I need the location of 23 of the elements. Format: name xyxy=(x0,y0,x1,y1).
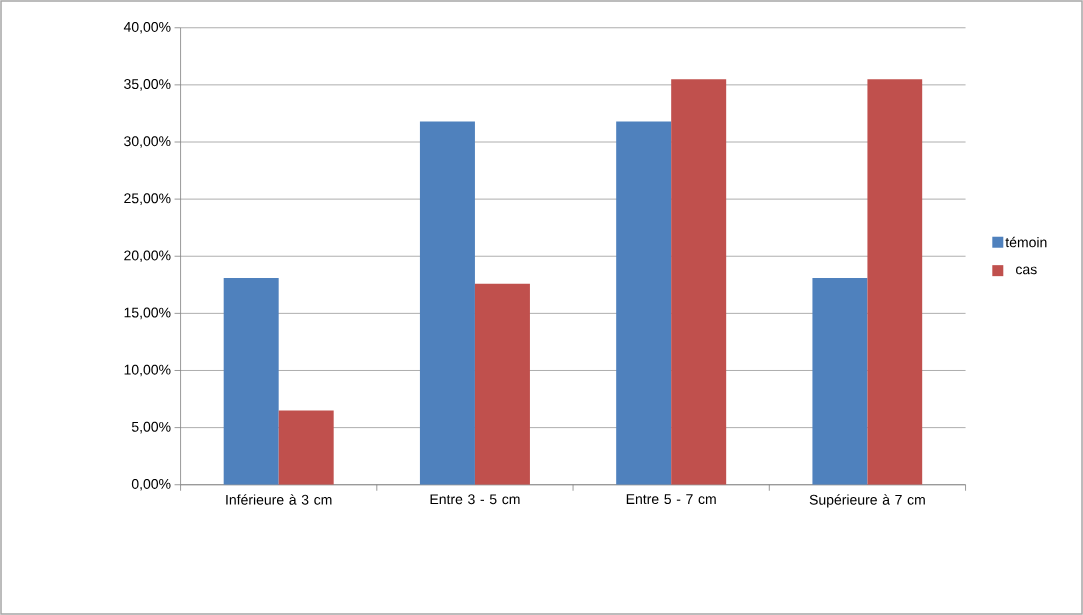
x-tick-label: Inférieure à 3 cm xyxy=(226,494,332,505)
bar xyxy=(812,277,868,485)
bar xyxy=(671,79,727,485)
bar xyxy=(474,283,530,485)
legend-label: cas xyxy=(1016,266,1037,275)
y-tick-label: 5,00% xyxy=(131,421,171,434)
y-tick-label: 10,00% xyxy=(124,364,171,377)
x-tick-label: Entre 5 - 7 cm xyxy=(626,494,716,505)
y-tick-label: 0,00% xyxy=(131,478,171,491)
bar xyxy=(223,277,279,485)
bar xyxy=(278,410,334,485)
y-tick-label: 15,00% xyxy=(124,307,171,320)
y-tick-label: 40,00% xyxy=(123,21,171,34)
y-tick-label: 30,00% xyxy=(124,136,171,148)
bar xyxy=(867,79,923,485)
legend-label: témoin xyxy=(1005,236,1047,248)
bar xyxy=(616,121,672,485)
y-tick-label: 35,00% xyxy=(124,79,171,91)
y-tick-label: 20,00% xyxy=(124,250,171,263)
bar xyxy=(419,121,475,485)
x-tick-label: Supérieure à 7 cm xyxy=(809,494,925,508)
x-tick-label: Entre 3 - 5 cm xyxy=(430,494,520,505)
y-tick-label: 25,00% xyxy=(124,193,171,205)
